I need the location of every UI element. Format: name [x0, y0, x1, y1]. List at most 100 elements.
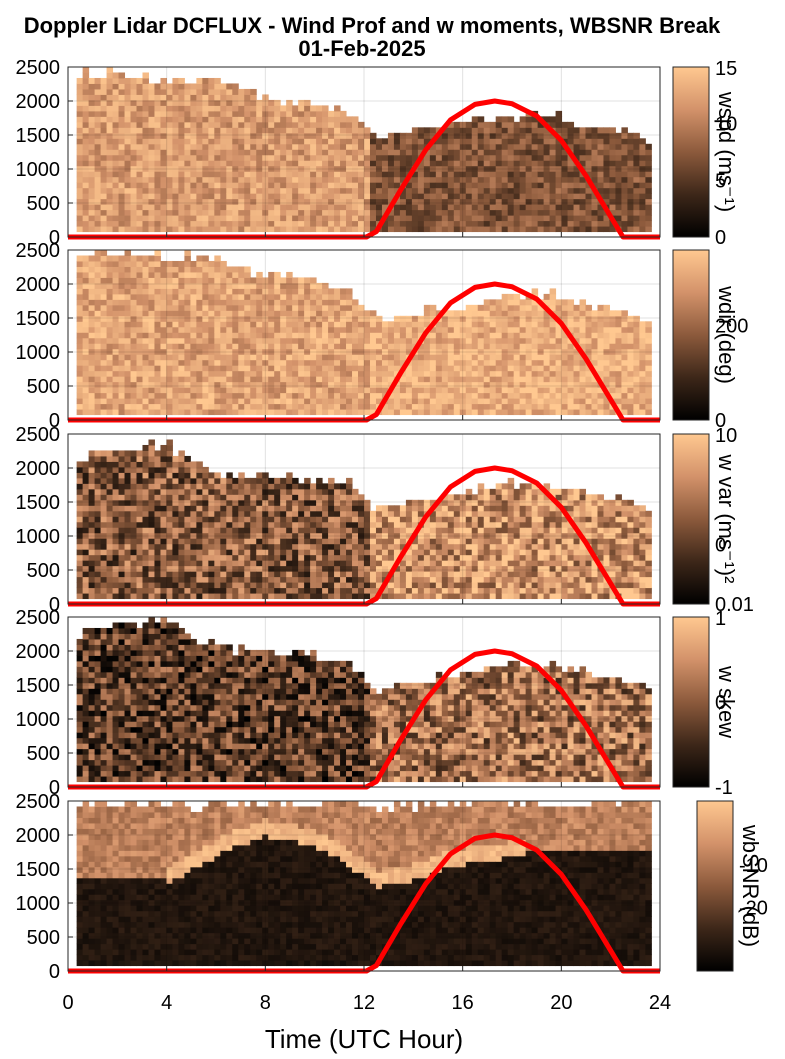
colorbar-tick-label: 0 — [715, 410, 726, 432]
heatmap-cell — [621, 387, 628, 394]
heatmap-cell — [393, 354, 401, 361]
heatmap-cell — [244, 165, 251, 172]
heatmap-cell — [100, 354, 108, 361]
heatmap-cell — [88, 488, 96, 495]
heatmap-cell — [364, 370, 371, 377]
heatmap-cell — [250, 149, 257, 156]
heatmap-cell — [124, 171, 132, 178]
heatmap-cell — [453, 409, 461, 416]
heatmap-cell — [232, 209, 239, 216]
heatmap-cell — [160, 160, 167, 167]
heatmap-cell — [154, 154, 161, 161]
heatmap-cell — [453, 365, 461, 372]
heatmap-cell — [298, 132, 305, 139]
heatmap-cell — [340, 381, 347, 388]
heatmap-cell — [250, 116, 257, 123]
heatmap-cell — [100, 505, 108, 512]
heatmap-cell — [160, 198, 167, 205]
heatmap-cell — [381, 193, 389, 200]
heatmap-cell — [579, 204, 587, 211]
heatmap-cell — [238, 387, 245, 394]
heatmap-cell — [178, 94, 185, 101]
heatmap-cell — [621, 392, 628, 399]
heatmap-cell — [244, 94, 251, 101]
heatmap-cell — [322, 398, 329, 405]
heatmap-cell — [172, 571, 179, 578]
chart-title-line1: Doppler Lidar DCFLUX - Wind Prof and w m… — [24, 13, 721, 38]
heatmap-cell — [166, 337, 173, 344]
heatmap-cells-wvar — [76, 439, 652, 600]
heatmap-cell — [375, 321, 383, 328]
heatmap-cell — [298, 392, 305, 399]
heatmap-cell — [178, 376, 185, 383]
heatmap-cell — [477, 160, 485, 167]
heatmap-cell — [519, 348, 527, 355]
heatmap-cell — [220, 165, 227, 172]
heatmap-cell — [567, 381, 575, 388]
heatmap-cell — [411, 226, 419, 233]
heatmap-cell — [501, 376, 509, 383]
heatmap-cell — [214, 365, 221, 372]
heatmap-cell — [130, 359, 138, 366]
heatmap-cell — [118, 215, 126, 222]
heatmap-cell — [369, 337, 377, 344]
heatmap-cell — [136, 171, 143, 178]
heatmap-cell — [118, 527, 126, 534]
heatmap-cell — [591, 403, 598, 410]
heatmap-cell — [477, 370, 485, 377]
heatmap-cell — [232, 138, 239, 145]
heatmap-cell — [118, 132, 126, 139]
heatmap-cell — [136, 332, 143, 339]
heatmap-cell — [166, 182, 173, 189]
heatmap-cell — [106, 532, 114, 539]
heatmap-cell — [280, 332, 287, 339]
heatmap-cell — [136, 398, 143, 405]
heatmap-cell — [346, 288, 353, 295]
heatmap-cell — [627, 215, 634, 222]
heatmap-cell — [525, 176, 533, 183]
heatmap-cell — [513, 143, 521, 150]
heatmap-cell — [591, 326, 598, 333]
heatmap-cell — [148, 387, 155, 394]
heatmap-cell — [178, 127, 185, 134]
heatmap-cell — [196, 315, 203, 322]
heatmap-cell — [423, 209, 431, 216]
heatmap-cell — [627, 376, 634, 383]
heatmap-cell — [130, 149, 138, 156]
heatmap-cell — [166, 220, 173, 227]
heatmap-cell — [262, 121, 269, 128]
heatmap-cell — [118, 209, 126, 216]
heatmap-cell — [555, 381, 563, 388]
heatmap-cell — [136, 282, 143, 289]
heatmap-cell — [88, 348, 96, 355]
heatmap-cell — [142, 271, 149, 278]
heatmap-cell — [76, 403, 84, 410]
heatmap-cell — [94, 477, 102, 484]
heatmap-cell — [226, 209, 233, 216]
heatmap-cell — [549, 143, 557, 150]
heatmap-cell — [88, 392, 96, 399]
heatmap-cell — [226, 266, 233, 273]
heatmap-cell — [94, 488, 102, 495]
heatmap-cell — [190, 332, 197, 339]
heatmap-cell — [118, 455, 126, 462]
heatmap-cell — [471, 182, 479, 189]
heatmap-cell — [88, 176, 96, 183]
heatmap-cell — [196, 370, 203, 377]
heatmap-cell — [346, 165, 353, 172]
heatmap-cell — [88, 88, 96, 95]
heatmap-cell — [124, 387, 132, 394]
heatmap-cell — [633, 132, 640, 139]
heatmap-cell — [364, 321, 371, 328]
heatmap-cell — [106, 182, 114, 189]
heatmap-cell — [501, 116, 509, 123]
heatmap-cell — [639, 149, 646, 156]
heatmap-cell — [154, 277, 161, 284]
heatmap-cell — [495, 165, 503, 172]
heatmap-cell — [310, 387, 317, 394]
heatmap-cell — [190, 220, 197, 227]
heatmap-cell — [573, 348, 581, 355]
heatmap-cell — [627, 315, 634, 322]
heatmap-cell — [148, 110, 155, 117]
heatmap-cell — [250, 326, 257, 333]
